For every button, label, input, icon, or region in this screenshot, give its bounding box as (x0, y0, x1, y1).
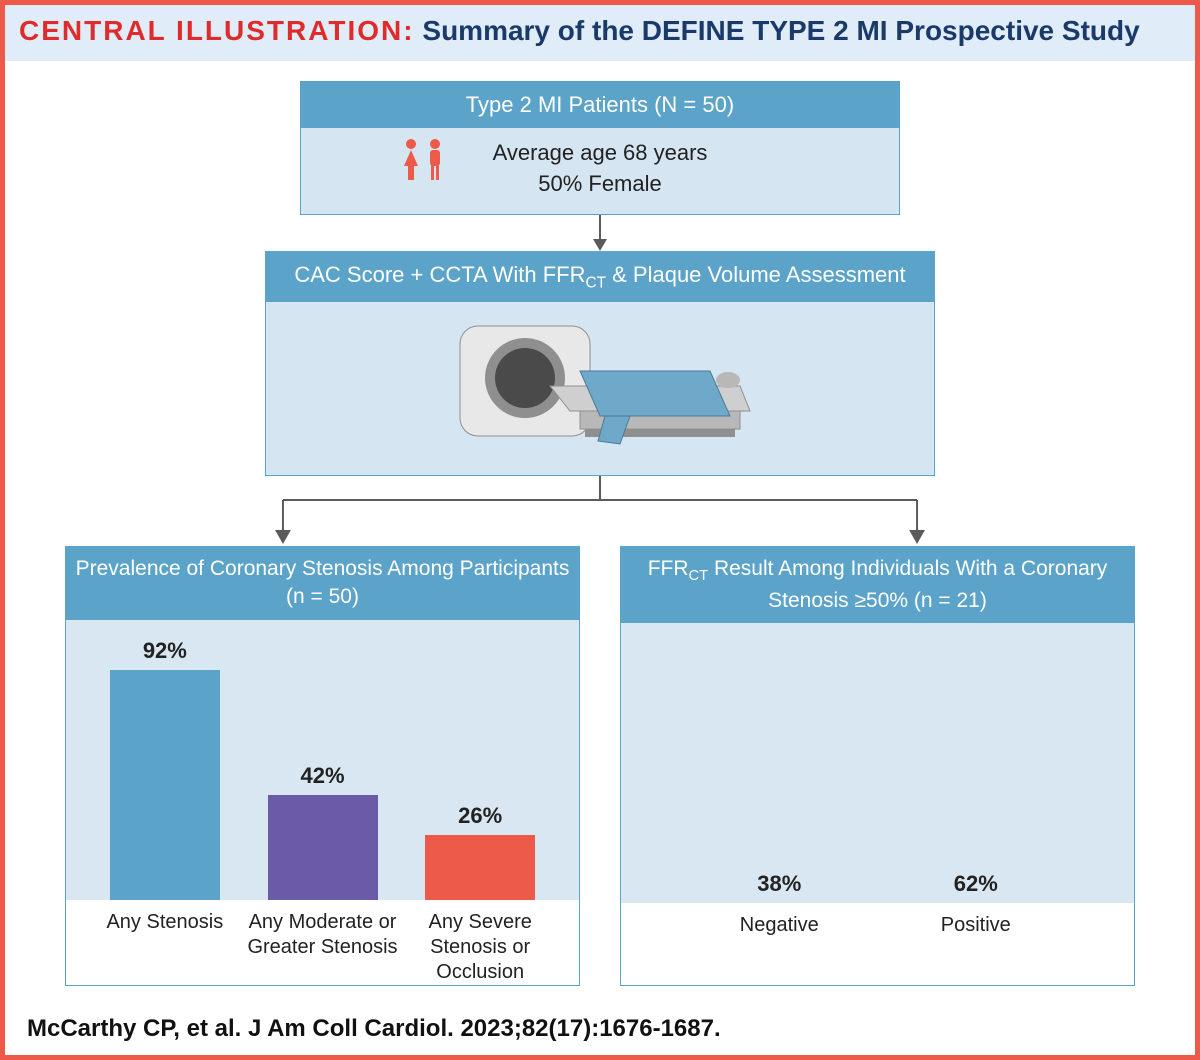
bar-label-row: Any Stenosis Any Moderate or Greater Ste… (66, 900, 579, 985)
ffr-header-prefix: FFR (648, 557, 689, 580)
bar-value: 92% (143, 638, 187, 664)
title-bar: CENTRAL ILLUSTRATION: Summary of the DEF… (5, 5, 1195, 61)
prevalence-chart: 92% 42% 26% (66, 620, 579, 900)
assessment-header: CAC Score + CCTA With FFRCT & Plaque Vol… (266, 252, 934, 302)
patients-body: Average age 68 years 50% Female (301, 128, 899, 214)
demographics-age: Average age 68 years (301, 138, 899, 169)
ffr-header-sub: CT (689, 568, 709, 584)
bar-value: 42% (300, 763, 344, 789)
assessment-header-sub: CT (585, 274, 606, 291)
bar-group: 62% (878, 871, 1075, 903)
bar-label: Any Moderate or Greater Stenosis (244, 910, 402, 985)
bar-label: Any Stenosis (86, 910, 244, 985)
title-label: CENTRAL ILLUSTRATION: (19, 15, 415, 46)
assessment-header-prefix: CAC Score + CCTA With FFR (294, 262, 585, 287)
demographics-female: 50% Female (301, 169, 899, 200)
patients-box: Type 2 MI Patients (N = 50) Average age … (300, 81, 900, 215)
ct-scanner-icon (430, 316, 770, 456)
bar-group: 42% (244, 763, 402, 900)
prevalence-header: Prevalence of Coronary Stenosis Among Pa… (66, 547, 579, 620)
content-area: Type 2 MI Patients (N = 50) Average age … (5, 61, 1195, 965)
bar-label: Positive (878, 913, 1075, 938)
citation-text: McCarthy CP, et al. J Am Coll Cardiol. 2… (27, 1015, 721, 1043)
bar-label-row: Negative Positive (621, 903, 1134, 938)
assessment-box: CAC Score + CCTA With FFRCT & Plaque Vol… (265, 251, 935, 476)
ffr-panel: FFRCT Result Among Individuals With a Co… (620, 546, 1135, 986)
bar-label: Any Severe Stenosis or Occlusion (401, 910, 559, 985)
result-row: Prevalence of Coronary Stenosis Among Pa… (65, 546, 1135, 986)
bar-value: 38% (757, 871, 801, 897)
bar-group: 38% (681, 871, 878, 903)
split-arrow-icon (65, 476, 1135, 546)
ffr-header: FFRCT Result Among Individuals With a Co… (621, 547, 1134, 623)
people-icon (401, 138, 445, 182)
title-text: Summary of the DEFINE TYPE 2 MI Prospect… (415, 15, 1140, 46)
arrow-down-icon (65, 215, 1135, 251)
bar-group: 92% (86, 638, 244, 900)
bar-label: Negative (681, 913, 878, 938)
bar-group: 26% (401, 803, 559, 900)
bar-value: 62% (954, 871, 998, 897)
bar-value: 26% (458, 803, 502, 829)
bar (268, 795, 378, 900)
assessment-body (266, 302, 934, 475)
prevalence-panel: Prevalence of Coronary Stenosis Among Pa… (65, 546, 580, 986)
patients-header: Type 2 MI Patients (N = 50) (301, 82, 899, 128)
bar (110, 670, 220, 900)
illustration-frame: CENTRAL ILLUSTRATION: Summary of the DEF… (0, 0, 1200, 1060)
ffr-header-suffix: Result Among Individuals With a Coronary… (708, 557, 1107, 612)
ffr-chart: 38% 62% (621, 623, 1134, 903)
bar (425, 835, 535, 900)
assessment-header-suffix: & Plaque Volume Assessment (606, 262, 906, 287)
